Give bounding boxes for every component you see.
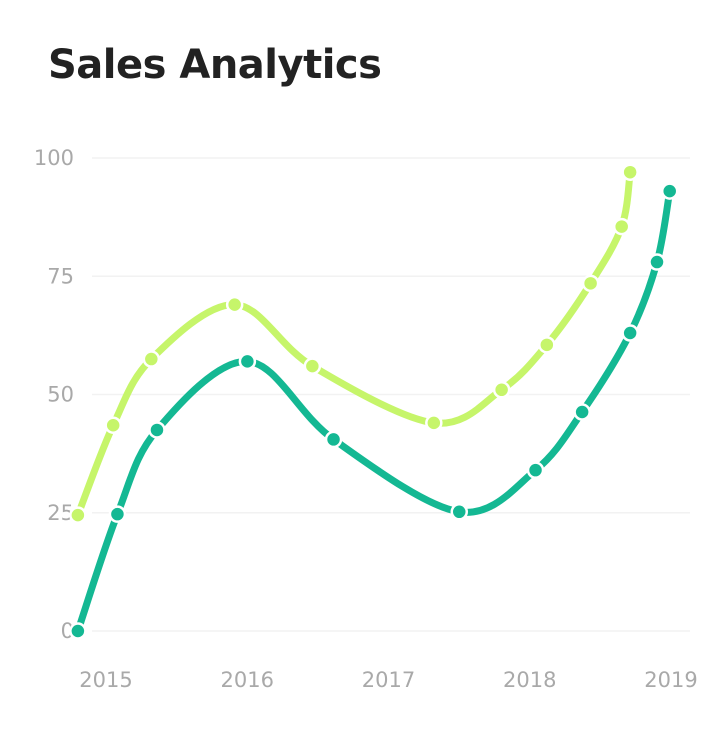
y-tick-label: 100 [34,146,74,170]
chart-title: Sales Analytics [48,42,382,88]
data-point[interactable] [621,163,639,181]
data-point[interactable] [324,430,343,449]
x-tick-label: 2017 [362,668,415,692]
data-point[interactable] [69,506,87,524]
data-point[interactable] [581,274,600,293]
data-point[interactable] [612,217,631,236]
data-point[interactable] [142,350,161,368]
data-point[interactable] [104,416,122,434]
data-point[interactable] [425,414,443,432]
y-tick-label: 0 [61,619,74,643]
data-point[interactable] [573,403,591,421]
x-tick-label: 2019 [644,668,697,692]
data-point[interactable] [538,336,556,354]
series-2 [69,182,679,640]
data-point[interactable] [225,295,244,314]
x-tick-label: 2016 [221,668,274,692]
x-tick-label: 2015 [79,668,132,692]
data-point[interactable] [450,503,468,521]
series-1 [69,163,639,524]
data-point[interactable] [238,352,257,371]
y-tick-label: 75 [47,264,74,288]
data-point[interactable] [69,622,87,640]
series-group [69,163,679,640]
data-point[interactable] [526,461,545,479]
data-point[interactable] [660,182,679,200]
grid [92,157,690,632]
data-point[interactable] [148,421,166,439]
y-tick-label: 50 [47,383,74,407]
data-point[interactable] [648,253,666,271]
data-point[interactable] [492,381,511,399]
data-point[interactable] [108,505,127,523]
data-point[interactable] [303,357,322,375]
x-axis: 2015 2016 2017 2018 2019 [79,668,697,692]
data-point[interactable] [621,324,639,342]
x-tick-label: 2018 [503,668,556,692]
